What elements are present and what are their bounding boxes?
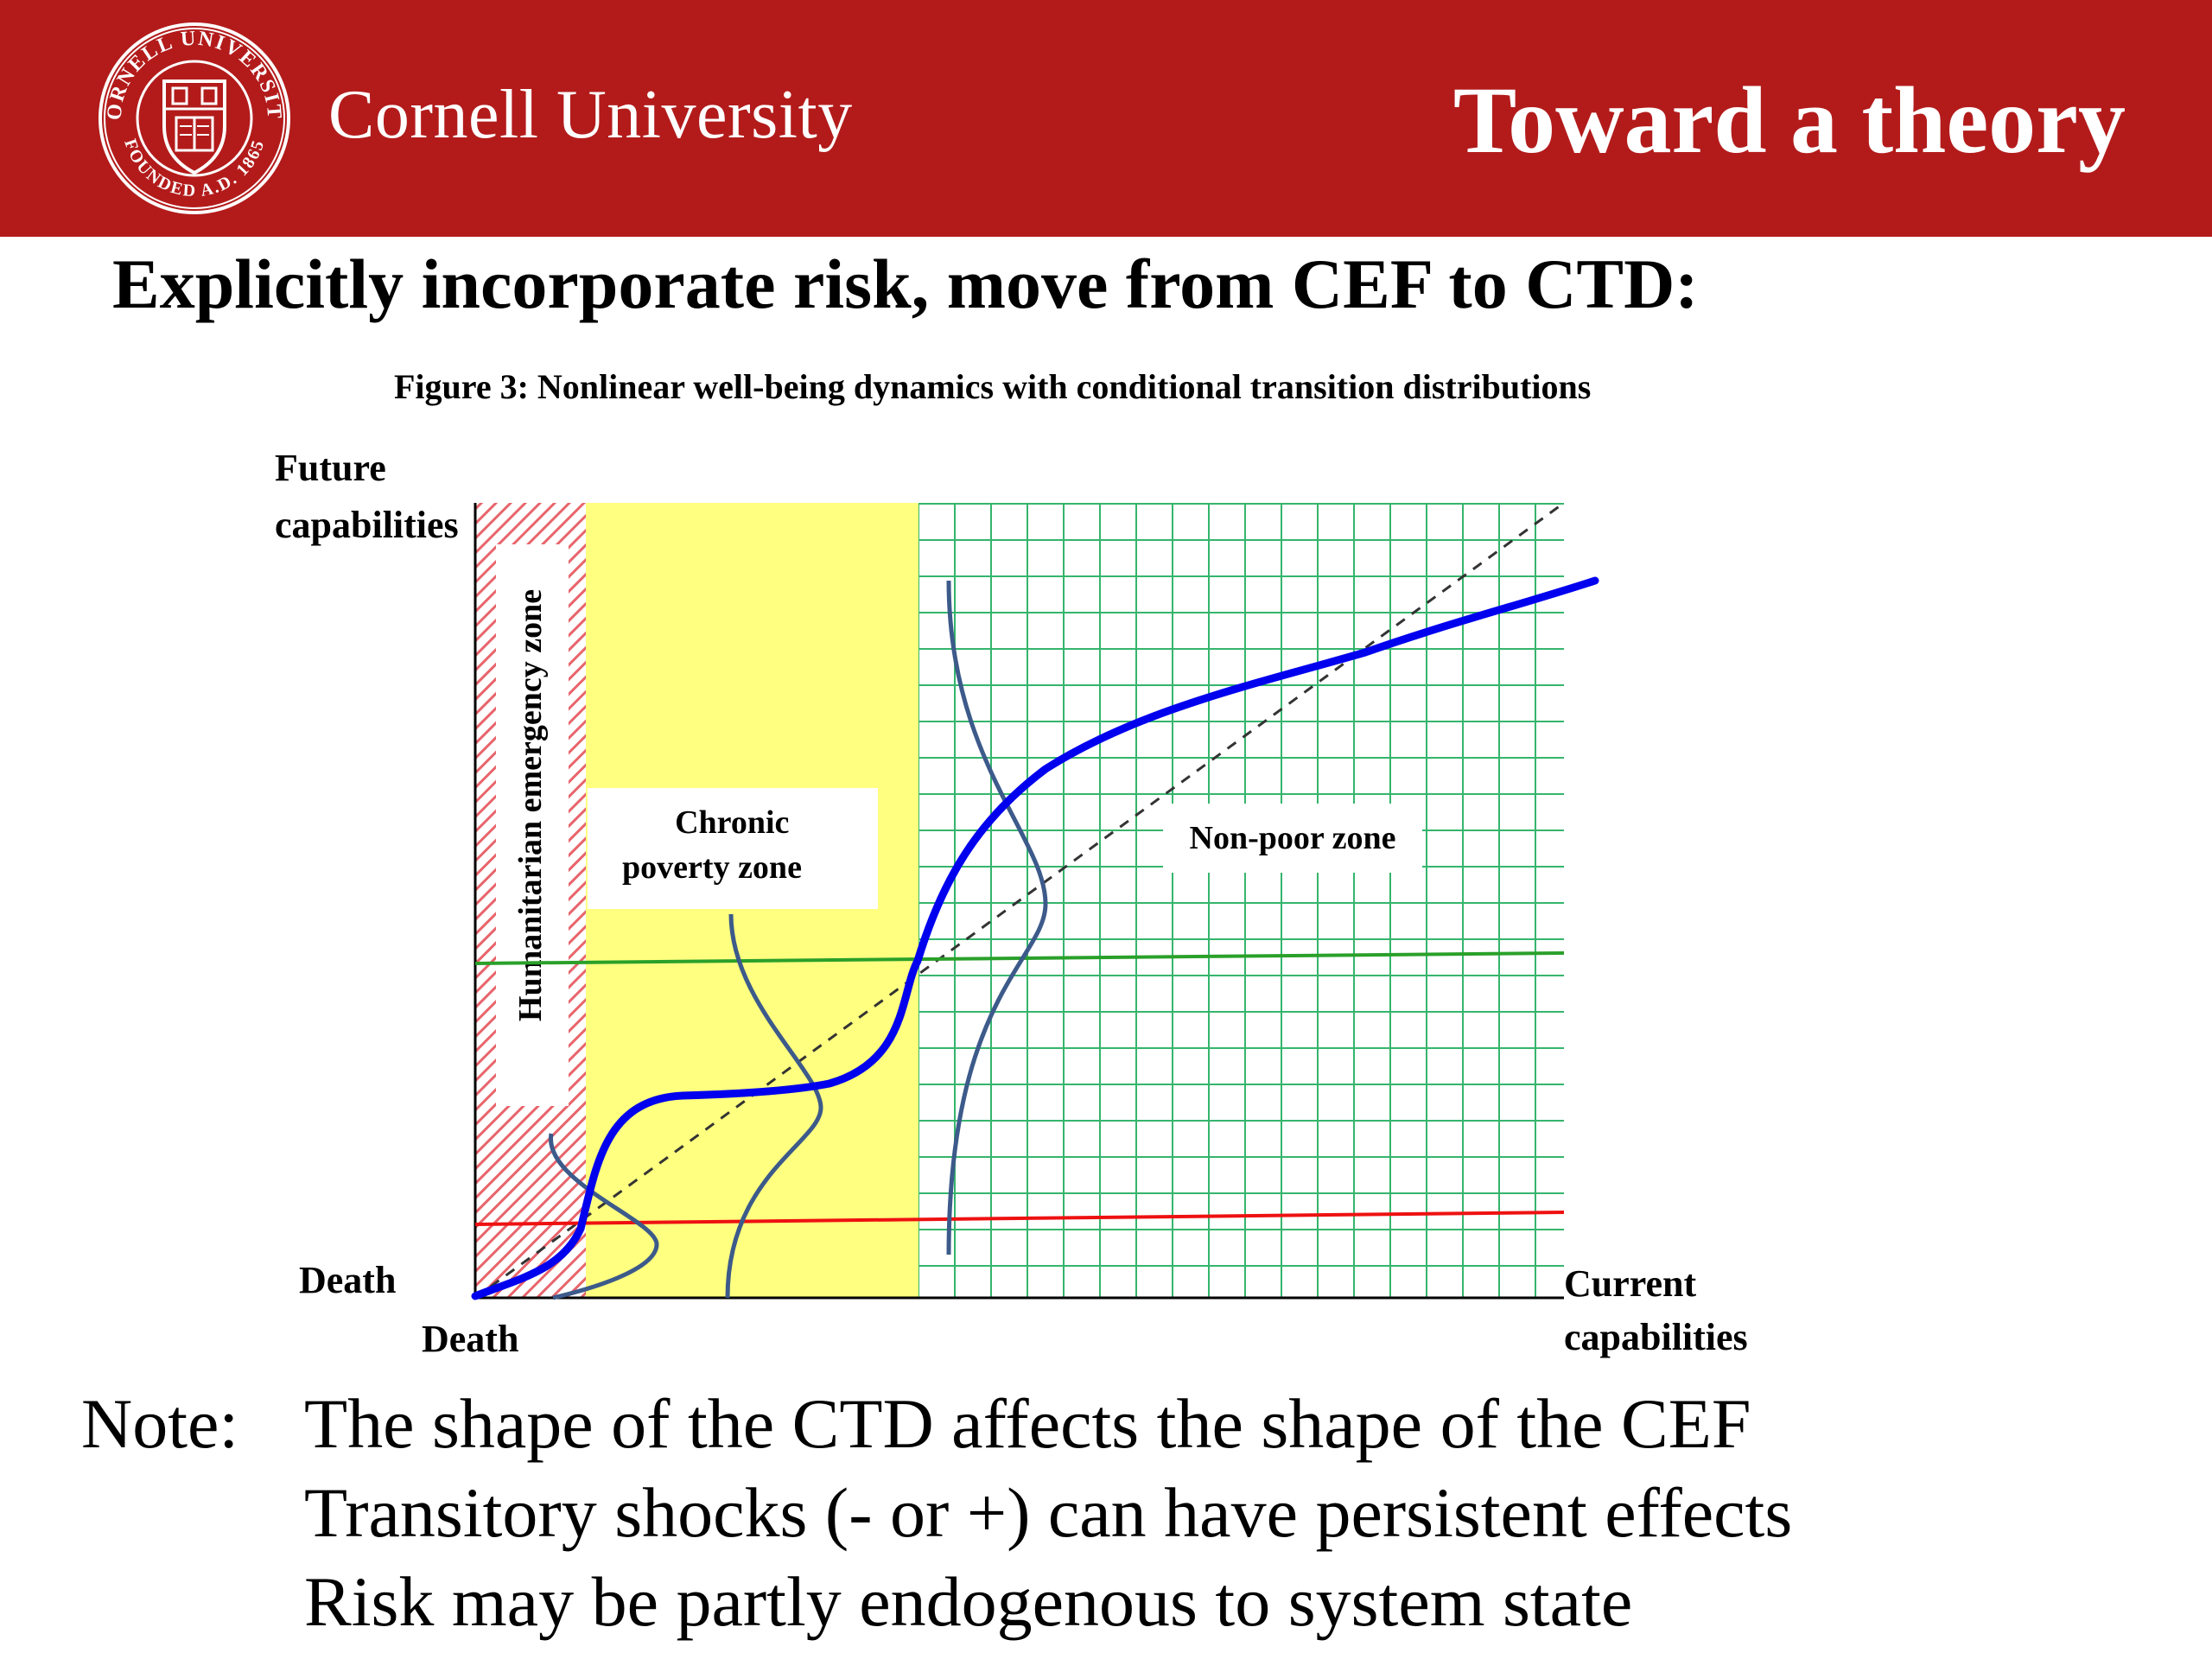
note-block: Note: The shape of the CTD affects the sh… — [81, 1379, 1792, 1646]
diagonal-reference-line — [474, 501, 1565, 1300]
figure-caption: Figure 3: Nonlinear well-being dynamics … — [394, 367, 1592, 406]
note-row-1: Note: The shape of the CTD affects the sh… — [81, 1379, 1792, 1468]
y-origin-label: Death — [299, 1259, 396, 1301]
upper-threshold-line — [474, 951, 1565, 965]
note-row-3: Risk may be partly endogenous to system … — [81, 1557, 1792, 1646]
ctd-curve-nonpoor — [946, 580, 1048, 1255]
slide-title: Toward a theory — [1452, 67, 2126, 173]
x-axis-label-line2: capabilities — [1564, 1316, 1748, 1358]
cornell-seal-logo: CORNELL UNIVERSITY FOUNDED A.D. 1865 — [97, 21, 290, 214]
slide-heading: Explicitly incorporate risk, move from C… — [112, 245, 1699, 323]
x-origin-label: Death — [422, 1318, 518, 1360]
ctd-curve-humanitarian — [549, 1133, 659, 1300]
nonpoor-zone-label: Non-poor zone — [1190, 820, 1396, 856]
header-bar: CORNELL UNIVERSITY FOUNDED A.D. 1865 Cor… — [0, 0, 2212, 237]
lower-threshold-line — [474, 1211, 1565, 1226]
nonpoor-label-box — [1163, 804, 1422, 873]
ctd-curve-chronic — [725, 913, 823, 1299]
y-axis-label-line2: capabilities — [275, 504, 459, 546]
svg-text:Chronic poverty zone: Chronic poverty zone — [622, 804, 802, 886]
note-row-2: Transitory shocks (- or +) can have pers… — [81, 1468, 1792, 1557]
note-line-1: The shape of the CTD affects the shape o… — [304, 1384, 1751, 1463]
cef-curve — [471, 576, 1599, 1300]
chronic-zone-label-line1: Chronic — [675, 804, 789, 841]
svg-text:Future capabilities: Future capabilities — [275, 447, 459, 546]
nonpoor-zone — [918, 503, 1564, 1298]
x-axis-label-line1: Current — [1564, 1262, 1697, 1305]
chronic-label-box — [588, 788, 878, 909]
chronic-zone-label-line2: poverty zone — [622, 849, 802, 886]
brand-name: Cornell University — [328, 77, 853, 153]
humanitarian-label-box — [496, 544, 569, 1106]
svg-text:Current capabilities: Current capabilities — [1564, 1262, 1748, 1358]
note-line-2: Transitory shocks (- or +) can have pers… — [304, 1473, 1793, 1552]
humanitarian-zone-label: Humanitarian emergency zone — [512, 589, 549, 1021]
note-line-3: Risk may be partly endogenous to system … — [304, 1562, 1633, 1641]
y-axis-label-line1: Future — [275, 447, 386, 489]
note-prefix: Note: — [81, 1384, 239, 1463]
